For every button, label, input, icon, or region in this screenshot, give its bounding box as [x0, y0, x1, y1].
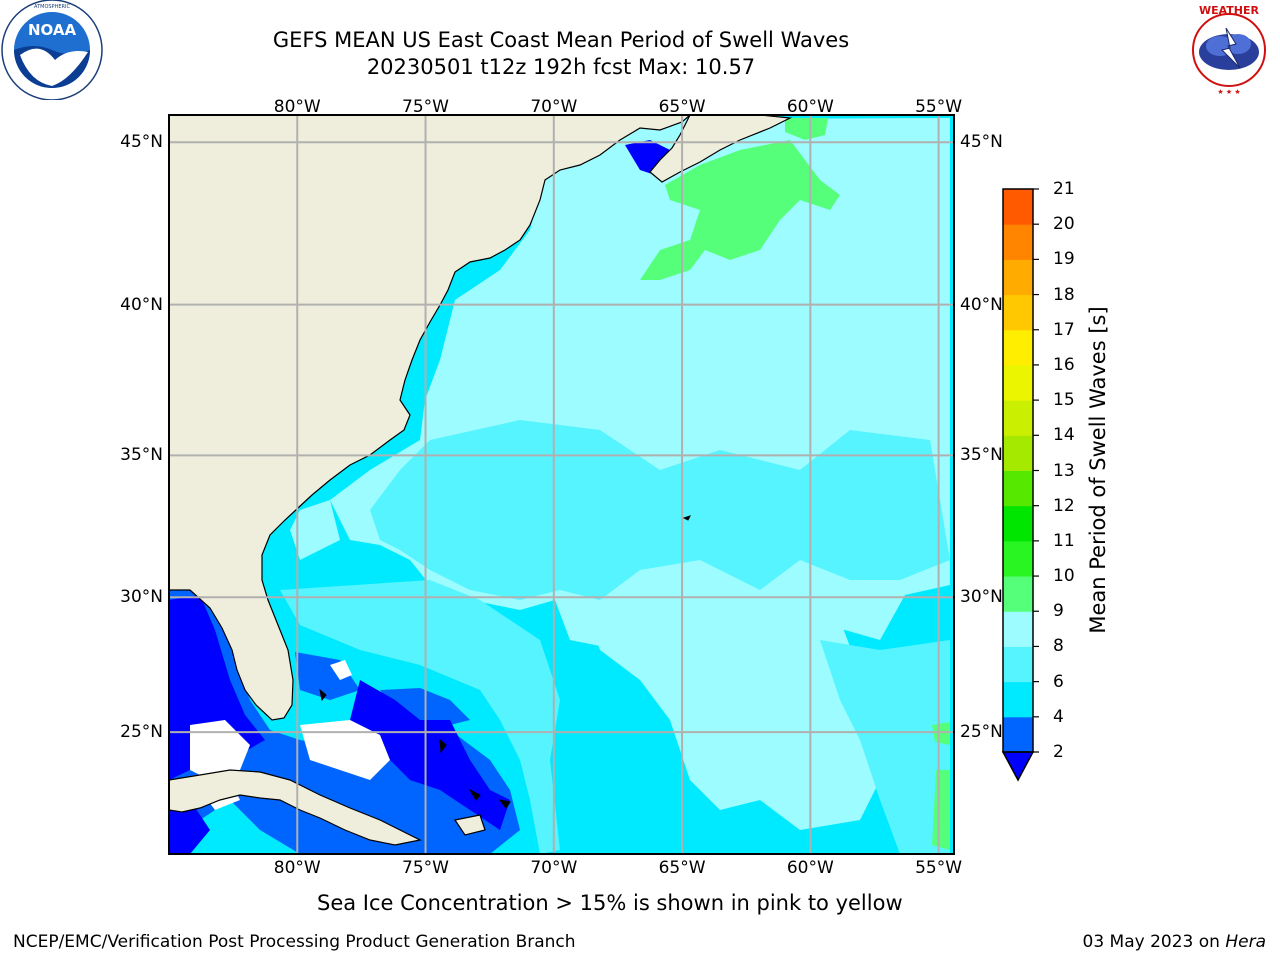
islands: [319, 515, 691, 809]
colorbar-tick-label: 2: [1053, 742, 1064, 762]
colorbar-tick-label: 13: [1053, 460, 1075, 481]
svg-text:NOAA: NOAA: [28, 21, 77, 39]
colorbar-segment: [1003, 646, 1033, 683]
svg-text:ATMOSPHERIC: ATMOSPHERIC: [34, 4, 70, 10]
lat-label-right: 35°N: [960, 445, 1003, 466]
footer-date-text: 03 May 2023 on: [1082, 932, 1220, 952]
colorbar-tick-label: 20: [1053, 214, 1075, 235]
lon-label-bottom: 60°W: [786, 858, 834, 878]
sea-ice-note: Sea Ice Concentration > 15% is shown in …: [317, 891, 903, 915]
colorbar-segment: [1003, 576, 1033, 612]
colorbar-tick-label: 14: [1053, 425, 1075, 446]
colorbar-segment: [1003, 716, 1033, 753]
lon-label-top: 70°W: [530, 97, 578, 117]
colorbar-extend-arrow: [1001, 751, 1035, 782]
lat-label-left: 35°N: [120, 445, 163, 466]
colorbar-segment: [1003, 470, 1033, 507]
field-6-8s: [280, 420, 950, 854]
colorbar-segment: [1003, 259, 1033, 296]
colorbar-tick-label: 19: [1053, 249, 1075, 270]
lat-label-right: 45°N: [960, 132, 1003, 153]
colorbar-tick-label: 11: [1053, 530, 1075, 551]
colorbar-tick-label: 15: [1053, 390, 1075, 411]
colorbar-segment: [1003, 189, 1033, 225]
colorbar-tick-label: 10: [1053, 566, 1075, 587]
colorbar-tick-label: 21: [1053, 179, 1075, 199]
cuba-land: [169, 769, 422, 846]
footer-branch: NCEP/EMC/Verification Post Processing Pr…: [13, 932, 576, 952]
lon-label-top: 60°W: [786, 97, 834, 117]
map-subtitle: 20230501 t12z 192h fcst Max: 10.57: [366, 55, 756, 79]
colorbar-tick-label: 17: [1053, 319, 1075, 340]
colorbar-segment: [1003, 435, 1033, 471]
lon-label-bottom: 55°W: [915, 858, 963, 878]
colorbar-tick-label: 9: [1053, 601, 1064, 622]
lon-label-bottom: 65°W: [658, 858, 706, 878]
footer-date: 03 May 2023 on Hera: [1083, 932, 1267, 952]
map-frame: [168, 114, 955, 855]
north-america-land: [169, 115, 691, 721]
lon-label-bottom: 75°W: [402, 858, 450, 878]
colorbar-tick-label: 6: [1053, 671, 1064, 692]
lon-label-bottom: 70°W: [530, 858, 578, 878]
lon-label-bottom: 80°W: [273, 858, 321, 878]
land: [169, 115, 793, 846]
colorbar-segment: [1003, 329, 1033, 366]
colorbar-tick-label: 4: [1053, 706, 1064, 727]
lat-label-left: 30°N: [120, 587, 163, 608]
field-9-10s: [640, 118, 950, 850]
footer-machine: Hera: [1225, 932, 1266, 952]
colorbar-tick-label: 8: [1053, 636, 1064, 657]
colorbar-segment: [1003, 540, 1033, 577]
lon-label-top: 65°W: [658, 97, 706, 117]
lon-label-top: 80°W: [273, 97, 321, 117]
nova-scotia-land: [649, 115, 793, 183]
colorbar-segment: [1003, 505, 1033, 542]
colorbar-tick-label: 12: [1053, 495, 1075, 516]
svg-text:★ ★ ★: ★ ★ ★: [1217, 88, 1240, 96]
lat-label-right: 25°N: [960, 722, 1003, 743]
lat-label-left: 45°N: [120, 132, 163, 153]
colorbar-segment: [1003, 611, 1033, 647]
colorbar-segment: [1003, 294, 1033, 331]
colorbar-segment: [1003, 400, 1033, 436]
svg-text:WEATHER: WEATHER: [1199, 4, 1260, 17]
lat-label-right: 30°N: [960, 587, 1003, 608]
hispaniola-land: [454, 814, 486, 836]
lat-label-left: 40°N: [120, 294, 163, 315]
colorbar-title: Mean Period of Swell Waves [s]: [1086, 306, 1110, 634]
colorbar-segment: [1003, 681, 1033, 718]
colorbar-tick-label: 18: [1053, 284, 1075, 305]
map-title: GEFS MEAN US East Coast Mean Period of S…: [272, 28, 850, 52]
lon-label-top: 75°W: [402, 97, 450, 117]
nws-logo: WEATHER ★ ★ ★: [1181, 2, 1277, 98]
lat-label-right: 40°N: [960, 294, 1003, 315]
colorbar-tick-label: 16: [1053, 354, 1075, 375]
colorbar-segment: [1003, 364, 1033, 401]
lat-label-left: 25°N: [120, 722, 163, 743]
colorbar-segment: [1003, 224, 1033, 260]
gridlines: [169, 115, 954, 854]
lon-label-top: 55°W: [915, 97, 963, 117]
noaa-logo: NOAA ATMOSPHERIC: [1, 0, 103, 100]
